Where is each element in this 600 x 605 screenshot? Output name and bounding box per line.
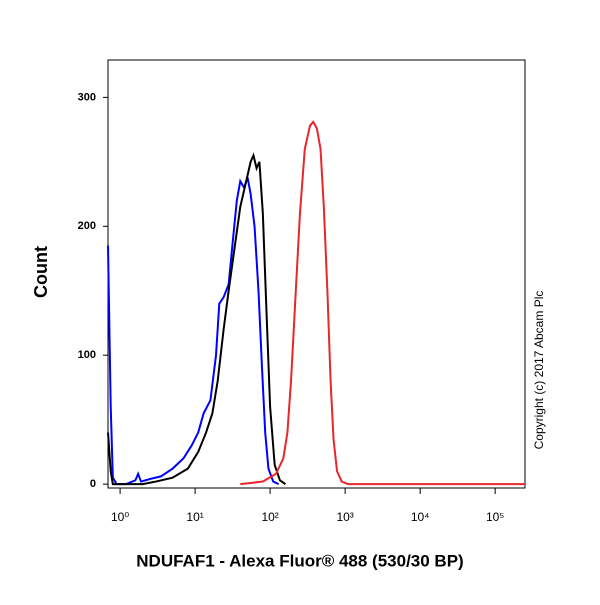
copyright: Copyright (c) 2017 Abcam Plc <box>532 291 546 450</box>
y-tick-label: 200 <box>78 220 96 232</box>
x-axis-label: NDUFAF1 - Alexa Fluor® 488 (530/30 BP) <box>136 551 463 570</box>
x-tick-label: 10⁵ <box>486 510 504 524</box>
x-tick-label: 10² <box>261 510 278 524</box>
y-axis-label: Count <box>31 246 51 298</box>
plot-frame <box>107 59 526 489</box>
y-tick-label: 300 <box>78 91 96 103</box>
histogram-line <box>107 152 286 486</box>
x-tick-label: 10⁰ <box>111 510 129 524</box>
histogram-line <box>240 120 525 486</box>
x-tick-label: 10¹ <box>186 510 203 524</box>
histogram-line <box>107 176 280 486</box>
y-tick-label: 100 <box>78 349 96 361</box>
x-tick-label: 10³ <box>336 510 353 524</box>
y-tick-label: 0 <box>90 478 96 490</box>
x-tick-label: 10⁴ <box>411 510 430 524</box>
